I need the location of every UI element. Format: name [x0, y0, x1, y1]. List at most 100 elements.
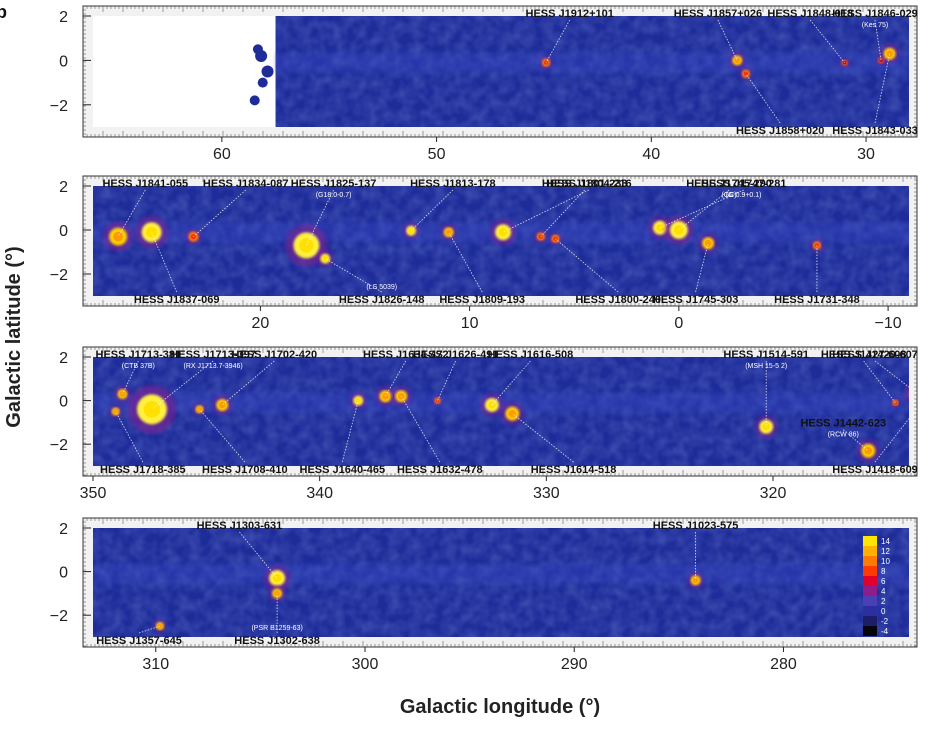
y-tick-label: 0 [59, 394, 68, 411]
source-label: HESS J1640-465 [300, 464, 386, 476]
x-tick-label: 320 [760, 485, 787, 502]
source-leader-line [502, 189, 590, 233]
source-leader-line [448, 232, 483, 293]
colorbar-swatch [863, 586, 877, 596]
source-leader-line [410, 189, 454, 231]
source-label: HESS J1800-240 [575, 294, 661, 306]
source-core [299, 238, 314, 253]
source-halo [905, 385, 909, 404]
source-core [445, 229, 452, 235]
source-alias-label: (RCW 86) [828, 432, 859, 439]
source-leader-line [809, 19, 845, 63]
source-label: HESS J1809-193 [439, 294, 525, 306]
source-leader-line [138, 625, 161, 634]
source-leader-line [512, 413, 574, 463]
source-label: HESS J1834-087 [203, 178, 289, 190]
y-tick-label: 2 [59, 179, 68, 196]
source-alias-label: (LS 5039) [366, 284, 397, 291]
x-tick-label: 50 [428, 146, 446, 163]
source-core [218, 401, 226, 409]
map-area [93, 186, 909, 296]
x-axis-title: Galactic longitude (°) [400, 696, 600, 718]
source-leader-line [717, 19, 738, 61]
source-label: HESS J1713-397 [170, 349, 256, 361]
x-tick-label: 60 [213, 146, 231, 163]
source-leader-line [745, 73, 781, 124]
source-core [146, 226, 158, 238]
source-leader-line [659, 189, 744, 229]
source-core [734, 57, 740, 64]
source-core [704, 239, 712, 247]
panels-layer: HESS J1912+101 HESS J1857+026 HESS J1858+0… [50, 5, 931, 673]
source-label: HESS J1023-575 [653, 520, 739, 532]
source-leader-line [874, 19, 882, 61]
y-tick-label: −2 [50, 437, 68, 454]
source-core [498, 227, 508, 237]
source-leader-line [115, 411, 144, 463]
x-tick-label: 350 [80, 485, 107, 502]
source-leader-line [151, 360, 214, 410]
colorbar-tick-label: -4 [881, 627, 889, 636]
edge-blob [249, 95, 260, 106]
source-label: HESS J1303-631 [197, 520, 283, 532]
source-alias-label: (G 0.9+0.1) [726, 192, 762, 199]
x-tick-label: 300 [352, 656, 379, 673]
source-leader-line [400, 396, 441, 463]
diffuse-band [93, 563, 909, 584]
source-label: HESS J1731-348 [774, 294, 860, 306]
source-core [382, 392, 389, 400]
x-tick-label: 280 [770, 656, 797, 673]
source-leader-line [545, 19, 571, 63]
source-core [656, 223, 664, 232]
colorbar-swatch [863, 536, 877, 546]
map-area [93, 16, 909, 127]
source-label: HESS J1843-033 [832, 125, 918, 137]
source-label: HESS J1634-472 [363, 349, 449, 361]
source-label: HESS J1626-491 [413, 349, 499, 361]
source-label: HESS J1420-607 [832, 349, 918, 361]
source-core [864, 446, 873, 455]
source-leader-line [239, 531, 278, 579]
colorbar-tick-label: 10 [881, 557, 890, 566]
source-core [272, 573, 282, 583]
source-leader-line [193, 189, 247, 237]
source-halo [918, 392, 931, 405]
source-alias-label: (MSH 15-5 2) [745, 363, 787, 370]
source-label: HESS J1846-029 [832, 8, 918, 20]
y-tick-label: 2 [59, 9, 68, 26]
source-leader-line [874, 360, 919, 395]
source-label: HESS J1702-420 [232, 349, 318, 361]
source-core [322, 255, 328, 262]
x-tick-label: −10 [875, 315, 902, 332]
source-alias-label: (CTB 37B) [122, 363, 155, 370]
source-leader-line [122, 360, 139, 395]
source-label: HESS J1427-608 [821, 349, 907, 361]
source-label: HESS J1848-018 [767, 8, 853, 20]
colorbar-swatch [863, 596, 877, 606]
source-label: HESS J1418-609 [832, 464, 918, 476]
source-label: HESS J1826-148 [339, 294, 425, 306]
source-leader-line [874, 398, 926, 463]
y-tick-label: −2 [50, 267, 68, 284]
colorbar-swatch [863, 606, 877, 616]
colorbar-tick-label: 8 [881, 567, 886, 576]
edge-blob [261, 65, 274, 78]
source-label: HESS J1442-623 [800, 418, 886, 430]
x-tick-label: 40 [642, 146, 660, 163]
colorbar-tick-label: 6 [881, 577, 886, 586]
source-label: HESS J1912+101 [526, 8, 614, 20]
source-label: HESS J1713-381 [96, 349, 182, 361]
x-tick-label: 0 [674, 315, 683, 332]
source-leader-line [306, 189, 334, 246]
source-leader-line [325, 258, 382, 293]
source-label: HESS J1745-290 [686, 178, 772, 190]
panel-letter: b [0, 2, 7, 22]
x-tick-label: 20 [251, 315, 269, 332]
source-leader-line [199, 409, 246, 463]
source-leader-line [221, 360, 275, 406]
source-core [762, 422, 771, 431]
source-label: HESS J1804-216 [546, 178, 632, 190]
source-leader-line [437, 360, 457, 401]
colorbar-swatch [863, 626, 877, 636]
